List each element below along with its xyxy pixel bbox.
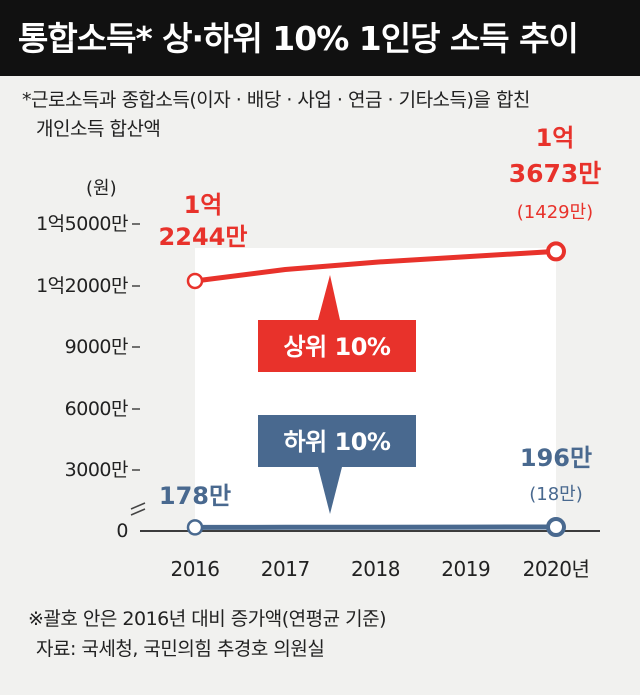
x-tick-label: 2017 — [261, 557, 310, 581]
definition-note-line2: 개인소득 합산액 — [36, 118, 161, 140]
bottom-start-value-label: 178만 — [159, 482, 231, 510]
bottom-change-label: (18만) — [529, 484, 583, 505]
y-axis-unit-label: (원) — [86, 178, 117, 199]
footer-note: ※괄호 안은 2016년 대비 증가액(연평균 기준) — [28, 608, 387, 630]
source-line: 자료: 국세청, 국민의힘 추경호 의원실 — [36, 638, 325, 660]
callout-tail — [318, 275, 340, 320]
top-end-value-label: 3673만 — [509, 159, 602, 188]
top-start-value-label: 2244만 — [159, 223, 248, 251]
callout-tail — [318, 467, 342, 514]
y-tick-label: 6000만 — [65, 398, 128, 420]
x-tick-label: 2020년 — [523, 557, 590, 581]
x-tick-label: 2018 — [351, 557, 400, 581]
y-tick-label: 3000만 — [65, 459, 128, 481]
definition-note: *근로소득과 종합소득(이자 · 배당 · 사업 · 연금 · 기타소득)을 합… — [22, 86, 622, 144]
y-tick-label: 0 — [116, 520, 128, 542]
series-callout-label: 상위 10% — [284, 333, 391, 361]
bottom-end-value-label: 196만 — [520, 444, 592, 472]
y-tick-label: 1억5000만 — [36, 213, 128, 235]
y-tick-label: 1억2000만 — [36, 275, 128, 297]
axis-break-mark — [130, 508, 146, 516]
top-end-value-label: 1억 — [536, 124, 575, 152]
top-change-label: (1429만) — [517, 202, 593, 223]
series-end-point — [546, 241, 566, 262]
footer: ※괄호 안은 2016년 대비 증가액(연평균 기준) 자료: 국세청, 국민의… — [28, 604, 387, 664]
series-callout-label: 하위 10% — [284, 428, 391, 456]
series-start-point — [186, 519, 204, 536]
plot-panel — [195, 248, 556, 531]
series-start-point — [186, 272, 204, 290]
title-bar: 통합소득* 상·하위 10% 1인당 소득 추이 — [0, 0, 640, 76]
series-end-point — [546, 517, 566, 538]
chart-title: 통합소득* 상·하위 10% 1인당 소득 추이 — [18, 19, 579, 58]
x-tick-label: 2016 — [171, 557, 220, 581]
y-tick-label: 9000만 — [65, 336, 128, 358]
x-tick-label: 2019 — [441, 557, 490, 581]
series-callout-box — [258, 415, 416, 467]
definition-note-line1: *근로소득과 종합소득(이자 · 배당 · 사업 · 연금 · 기타소득)을 합… — [22, 89, 530, 111]
axis-break-mark — [130, 502, 146, 510]
series-callout-box — [258, 320, 416, 372]
top-start-value-label: 1억 — [184, 191, 223, 219]
series-line — [192, 248, 559, 284]
